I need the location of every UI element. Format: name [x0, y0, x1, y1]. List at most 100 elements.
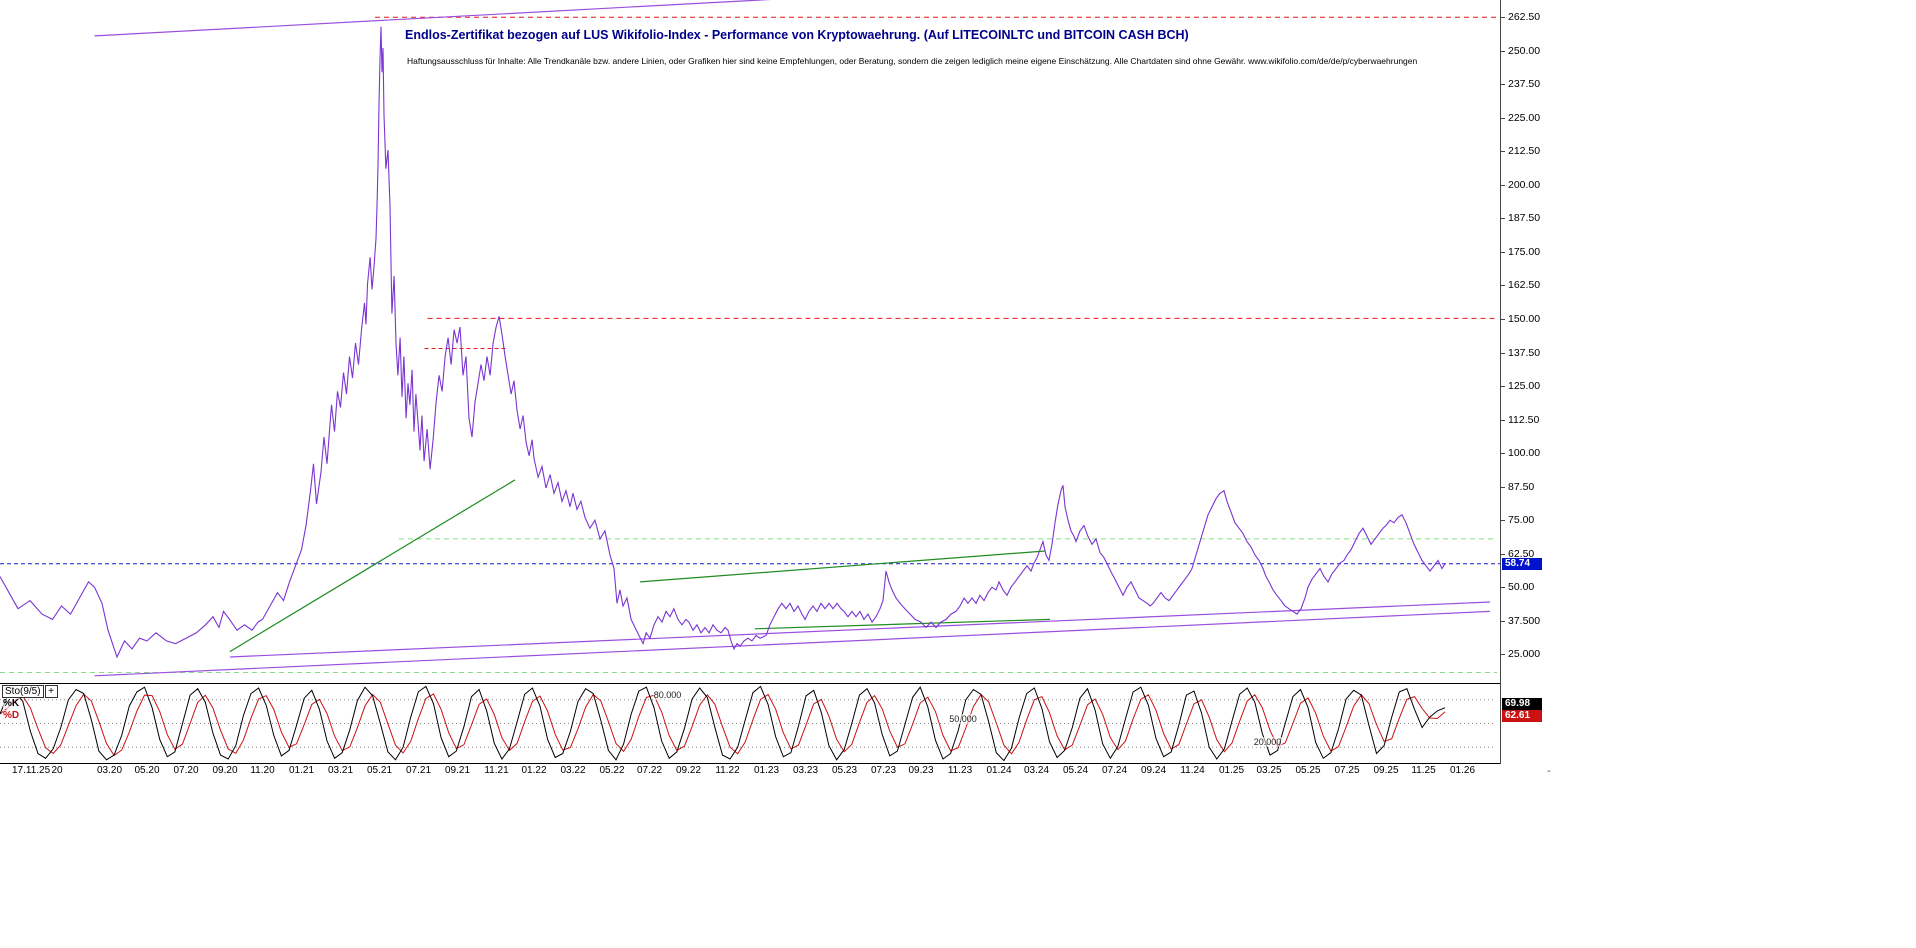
indicator-name-box[interactable]: Sto(9/5) — [2, 685, 44, 698]
price-axis-label: 112.50 — [1508, 413, 1540, 426]
x-axis-label: 09.24 — [1140, 765, 1167, 776]
price-axis-label: 162.50 — [1508, 279, 1541, 292]
x-axis-label: 01.26 — [1449, 765, 1476, 776]
price-axis-tick — [1501, 386, 1505, 387]
axis-end-dash: - — [1547, 765, 1551, 777]
stochastic-level-label: 50.000 — [948, 713, 978, 724]
stochastic-d-value-tag: 62.61 — [1502, 709, 1542, 722]
x-axis-label: 05.22 — [599, 765, 625, 776]
price-axis-tick — [1501, 218, 1505, 220]
price-axis[interactable]: 58.74 69.98 62.61 262.50 250.00 237.50 225.… — [1500, 0, 1590, 948]
x-axis-label: 01.22 — [521, 765, 547, 776]
trendline-violet-top[interactable] — [94, 0, 791, 37]
x-axis-label: 05.21 — [366, 765, 393, 776]
percent-d-label: %D — [3, 710, 20, 721]
trendline-green-2020-2021[interactable] — [229, 479, 516, 653]
panel-separator-top — [0, 683, 1500, 684]
price-axis-tick — [1501, 352, 1505, 354]
x-axis-label: 03.25 — [1256, 765, 1282, 776]
x-axis-label: 01.21 — [288, 765, 315, 776]
add-indicator-button[interactable]: + — [44, 685, 58, 698]
price-panel[interactable]: Endlos-Zertifikat bezogen auf LUS Wikifo… — [0, 0, 1500, 683]
trendline-violet-support-upper[interactable] — [229, 601, 1491, 658]
price-axis-label: 100.00 — [1508, 447, 1541, 460]
price-series-line — [0, 26, 1446, 659]
percent-k-label: %K — [3, 698, 20, 709]
price-axis-label: 37.500 — [1508, 614, 1541, 627]
x-axis-label: 09.21 — [444, 765, 471, 776]
price-axis-tick — [1501, 520, 1505, 522]
stochastic-panel[interactable]: 80.000 50.000 20.000 Sto(9/5) + %K %D — [0, 684, 1500, 763]
x-axis-label: 03.20 — [96, 765, 123, 776]
axis-border — [1500, 0, 1501, 764]
price-axis-label: 137.50 — [1508, 346, 1541, 359]
x-axis-label: 05.25 — [1295, 765, 1321, 776]
x-axis-label: 05.23 — [831, 765, 858, 776]
price-axis-label: 225.00 — [1508, 111, 1541, 124]
x-axis-label: 09.25 — [1373, 765, 1399, 776]
price-axis-tick — [1501, 151, 1505, 153]
price-axis-tick — [1501, 251, 1505, 253]
current-price-tag: 58.74 — [1502, 557, 1542, 570]
price-axis-tick — [1501, 654, 1505, 656]
panel-separator-bottom — [0, 763, 1500, 764]
trendline-green-2022-2024-upper[interactable] — [640, 550, 1046, 583]
price-axis-label: 125.00 — [1508, 380, 1541, 392]
x-axis-label: 17.11.25 — [12, 765, 51, 776]
x-axis-label: 01.24 — [986, 765, 1012, 776]
x-axis-label: 05.24 — [1062, 765, 1089, 776]
x-axis-label: 11.20 — [250, 765, 275, 776]
stochastic-chart-canvas[interactable] — [0, 684, 1500, 763]
chart-title: Endlos-Zertifikat bezogen auf LUS Wikifo… — [405, 28, 1189, 42]
x-axis-label: 03.22 — [560, 765, 586, 776]
price-axis-label: 212.50 — [1508, 145, 1541, 158]
x-axis-label: 11.25 — [1411, 765, 1436, 776]
x-axis-label: 11.24 — [1180, 765, 1205, 776]
price-axis-label: 250.00 — [1508, 44, 1541, 57]
stochastic-d-line — [0, 693, 1446, 757]
x-axis-label: 01.25 — [1218, 765, 1245, 776]
price-axis-label: 25.000 — [1508, 648, 1541, 661]
x-axis-label: 03.23 — [792, 765, 819, 776]
stochastic-level-label: 80.000 — [652, 689, 683, 700]
price-axis-label: 187.50 — [1508, 212, 1541, 225]
x-axis-label: 11.21 — [484, 765, 509, 776]
x-axis-label: 07.21 — [405, 765, 432, 776]
price-axis-label: 62.50 — [1508, 547, 1535, 560]
price-axis-tick — [1501, 84, 1505, 86]
stochastic-k-value-tag: 69.98 — [1502, 697, 1542, 710]
price-axis-label: 50.00 — [1508, 581, 1535, 594]
stochastic-level-label: 20.000 — [1252, 737, 1283, 748]
chart-disclaimer: Haftungsausschluss für Inhalte: Alle Tre… — [407, 56, 1418, 66]
price-axis-tick — [1501, 453, 1505, 455]
x-axis-label: 03.21 — [327, 765, 354, 776]
trendline-green-2022-2024-lower[interactable] — [754, 618, 1051, 630]
price-axis-tick — [1501, 486, 1505, 488]
trendline-violet-support-long[interactable] — [94, 610, 1491, 677]
price-axis-tick — [1501, 587, 1505, 589]
time-axis[interactable]: 17.11.25 20 03.20 05.20 07.20 09.20 11.20 01.21… — [0, 764, 1500, 780]
price-axis-tick — [1501, 117, 1505, 119]
x-axis-label: 01.23 — [753, 765, 780, 776]
x-axis-label: 11.23 — [947, 765, 973, 776]
price-axis-tick — [1501, 184, 1505, 186]
x-axis-label: 07.25 — [1334, 765, 1360, 776]
price-axis-tick — [1501, 553, 1505, 555]
x-axis-label: 09.20 — [212, 765, 238, 776]
x-axis-label: 11.22 — [715, 765, 740, 776]
x-axis-label: 07.20 — [173, 765, 199, 776]
price-axis-label: 175.00 — [1508, 245, 1541, 258]
price-axis-label: 87.50 — [1508, 480, 1535, 493]
price-chart-canvas[interactable] — [0, 0, 1500, 683]
price-axis-label: 75.00 — [1508, 514, 1535, 527]
x-axis-label: 05.20 — [134, 765, 160, 776]
x-axis-label: 09.23 — [908, 765, 934, 776]
price-axis-label: 237.50 — [1508, 78, 1541, 91]
x-axis-label: 07.23 — [870, 765, 897, 776]
price-axis-tick — [1501, 50, 1505, 52]
x-axis-label: 09.22 — [675, 765, 702, 776]
stochastic-k-line — [0, 685, 1446, 762]
price-axis-label: 150.00 — [1508, 313, 1541, 325]
x-axis-label: 20 — [51, 765, 63, 776]
x-axis-label: 07.22 — [636, 765, 663, 776]
